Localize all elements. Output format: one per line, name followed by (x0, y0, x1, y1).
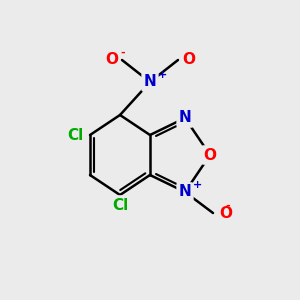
Text: O: O (105, 52, 118, 68)
Text: Cl: Cl (68, 128, 84, 142)
Text: +: + (158, 70, 167, 80)
Text: O: O (203, 148, 217, 163)
Text: +: + (193, 180, 202, 190)
Text: -: - (225, 201, 230, 211)
Text: N: N (144, 74, 156, 89)
Text: O: O (219, 206, 232, 220)
Text: N: N (178, 110, 191, 125)
Text: -: - (121, 48, 125, 58)
Text: N: N (178, 184, 191, 200)
Text: Cl: Cl (112, 197, 128, 212)
Text: O: O (182, 52, 195, 68)
